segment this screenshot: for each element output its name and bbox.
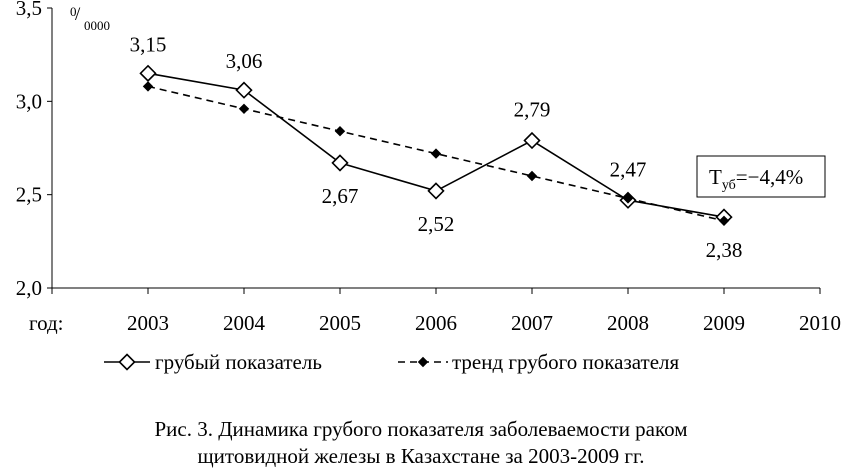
trend-point	[622, 193, 634, 204]
data-label: 2,79	[514, 98, 551, 122]
y-tick-label: 3,0	[16, 89, 42, 113]
legend: грубый показатель тренд грубого показател…	[104, 350, 680, 374]
x-tick-labels: год: 2003 2004 2005 2006 2007 2008 2009 2010	[29, 311, 841, 335]
data-label: 3,15	[130, 32, 167, 56]
axes	[47, 7, 821, 294]
legend-trend-label: тренд грубого показателя	[452, 350, 680, 374]
data-label: 2,47	[610, 157, 647, 181]
caption-line-1: Рис. 3. Динамика грубого показателя забо…	[154, 417, 688, 441]
crude-rate-point	[235, 81, 253, 99]
unit-slash: /	[75, 4, 81, 25]
series-points	[139, 64, 733, 227]
legend-crude-marker	[118, 353, 136, 371]
x-tick-label: 2003	[127, 311, 169, 335]
trend-point	[142, 81, 154, 92]
x-tick-label: 2009	[703, 311, 745, 335]
x-tick-label: 2008	[607, 311, 649, 335]
unit-subscript: 0000	[84, 18, 110, 33]
x-tick-label: 2007	[511, 311, 553, 335]
y-tick-label: 2,5	[16, 183, 42, 207]
x-tick-label: 2010	[799, 311, 841, 335]
trend-point	[238, 103, 250, 115]
y-tick-label: 3,5	[16, 0, 42, 20]
growth-rate-annotation: Туб=−4,4%	[696, 155, 826, 198]
crude-rate-point	[331, 154, 349, 172]
trend-point	[718, 215, 730, 227]
data-label: 2,38	[706, 238, 743, 262]
x-tick-label: 2006	[415, 311, 457, 335]
legend-trend-marker	[417, 356, 429, 368]
figure-caption: Рис. 3. Динамика грубого показателя забо…	[0, 416, 842, 470]
y-tick-labels: 2,0 2,5 3,0 3,5	[16, 0, 42, 300]
legend-crude-label: грубый показатель	[155, 350, 322, 374]
x-axis-label: год:	[29, 311, 64, 335]
annotation-subscript: уб	[722, 178, 736, 193]
crude-rate-point	[427, 182, 445, 200]
unit-label: 0/0000	[70, 4, 110, 33]
annotation-text: Туб=−4,4%	[709, 165, 803, 193]
annotation-base: Т	[709, 165, 722, 189]
x-tick-label: 2005	[319, 311, 361, 335]
y-tick-label: 2,0	[16, 276, 42, 300]
data-label: 2,52	[418, 212, 455, 236]
crude-rate-point	[523, 131, 541, 150]
chart: 2,0 2,5 3,0 3,5 год: 2003 2004 2005 2006 2007 200…	[16, 0, 841, 374]
unit-superscript: 0	[70, 4, 77, 19]
data-labels: 3,15 3,06 2,67 2,52 2,79 2,47 2,38	[130, 32, 743, 262]
annotation-box	[696, 155, 826, 198]
data-label: 2,67	[322, 184, 359, 208]
trend-point	[526, 170, 538, 182]
x-tick-label: 2004	[223, 311, 266, 335]
caption-line-2: щитовидной железы в Казахстане за 2003-2…	[197, 444, 645, 468]
trend-point	[430, 148, 442, 159]
trend-point	[334, 125, 346, 137]
data-label: 3,06	[226, 49, 263, 73]
annotation-value: =−4,4%	[736, 165, 803, 189]
crude-rate-point	[139, 64, 157, 82]
